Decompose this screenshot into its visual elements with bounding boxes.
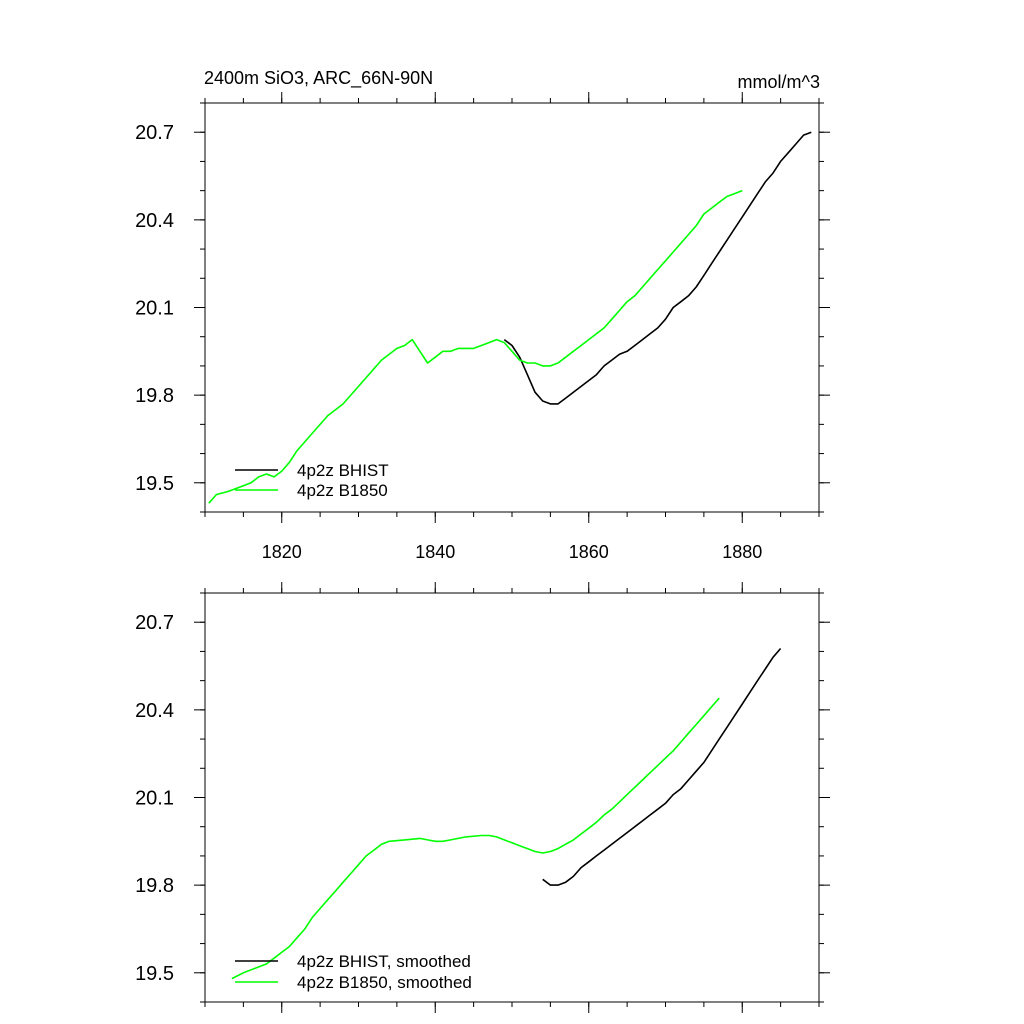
- y-tick-label: 20.4: [135, 210, 174, 232]
- y-tick-label: 19.8: [135, 875, 174, 897]
- series-line-4p2z-bhist: [503, 131, 812, 405]
- bottom-panel: 19.5 19.8 20.1 20.4 20.7 4p2z BHIST, smoothe…: [135, 582, 830, 1013]
- series-line-4p2z-b1850-smoothed: [231, 697, 720, 980]
- series-line-4p2z-bhist-smoothed: [542, 647, 782, 886]
- y-tick-label: 20.7: [135, 612, 174, 634]
- legend-label-b1850-smoothed: 4p2z B1850, smoothed: [297, 973, 472, 992]
- axis-ticks: 19.5 19.8 20.1 20.4 20.7 1820 1840 1860 1880: [135, 92, 830, 562]
- series-lines: [231, 647, 782, 980]
- axis-ticks: 19.5 19.8 20.1 20.4 20.7: [135, 582, 830, 1013]
- units-label: mmol/m^3: [738, 72, 820, 92]
- y-tick-label: 20.1: [135, 788, 174, 810]
- legend: 4p2z BHIST 4p2z B1850: [235, 461, 389, 500]
- y-tick-label: 20.1: [135, 298, 174, 320]
- y-tick-label: 19.5: [135, 473, 174, 495]
- legend: 4p2z BHIST, smoothed 4p2z B1850, smoothe…: [235, 952, 472, 992]
- x-tick-label: 1880: [722, 542, 762, 562]
- x-tick-label: 1820: [262, 542, 302, 562]
- y-tick-label: 19.8: [135, 385, 174, 407]
- chart-title: 2400m SiO3, ARC_66N-90N: [204, 68, 433, 89]
- plot-frame: [204, 592, 820, 1003]
- x-tick-label: 1840: [415, 542, 455, 562]
- series-line-4p2z-b1850: [208, 189, 743, 504]
- y-tick-label: 20.7: [135, 122, 174, 144]
- legend-label-bhist-smoothed: 4p2z BHIST, smoothed: [297, 952, 471, 971]
- series-lines: [208, 131, 812, 504]
- y-tick-label: 20.4: [135, 700, 174, 722]
- legend-label-bhist: 4p2z BHIST: [297, 461, 389, 480]
- x-tick-label: 1860: [569, 542, 609, 562]
- legend-label-b1850: 4p2z B1850: [297, 481, 388, 500]
- y-tick-label: 19.5: [135, 963, 174, 985]
- top-panel: 2400m SiO3, ARC_66N-90N mmol/m^3 19.519.…: [135, 68, 830, 562]
